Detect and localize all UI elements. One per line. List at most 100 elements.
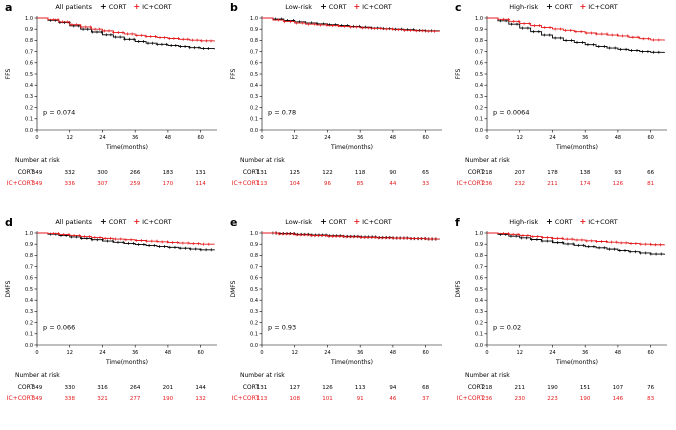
panel-a: a All patients + CORT + IC+CORT 0.0 0.1 0.2 0.3 0.… bbox=[1, 0, 226, 215]
risk-count: 190 bbox=[580, 396, 591, 402]
risk-count: 332 bbox=[64, 170, 75, 176]
risk-count: 201 bbox=[163, 385, 174, 391]
y-tick-label: 0.3 bbox=[475, 309, 483, 315]
risk-count: 277 bbox=[130, 396, 141, 402]
risk-count: 33 bbox=[422, 181, 429, 187]
risk-count: 131 bbox=[257, 385, 268, 391]
risk-count: 85 bbox=[357, 181, 364, 187]
risk-count: 81 bbox=[647, 181, 654, 187]
chart-title: High-risk bbox=[509, 3, 539, 11]
plus-censor-icon: + bbox=[100, 2, 107, 11]
plus-censor-icon: + bbox=[133, 2, 141, 11]
risk-table-header: Number at risk bbox=[240, 372, 285, 379]
y-tick-label: 0.3 bbox=[250, 309, 258, 315]
survival-plot: 0.0 0.1 0.2 0.3 0.4 0.5 0.6 0.7 0.8 0.9 1.0 0 12 24 36… bbox=[455, 16, 667, 187]
y-tick-label: 0.9 bbox=[250, 27, 258, 33]
y-tick-label: 1.0 bbox=[25, 231, 33, 237]
panel-d: d All patients + CORT + IC+CORT 0.0 0.1 0.2 0.3 0.… bbox=[1, 215, 226, 430]
risk-count: 316 bbox=[97, 385, 108, 391]
risk-row-label: CORT bbox=[18, 384, 35, 391]
risk-count: 108 bbox=[289, 396, 300, 402]
panel-header: Low-risk + CORT + IC+CORT bbox=[226, 217, 451, 227]
x-tick-label: 48 bbox=[390, 350, 396, 356]
risk-count: 126 bbox=[322, 385, 333, 391]
x-tick-label: 0 bbox=[485, 350, 488, 356]
y-tick-label: 0.6 bbox=[475, 61, 483, 67]
x-tick-label: 60 bbox=[422, 350, 428, 356]
y-tick-label: 0.6 bbox=[25, 276, 33, 282]
risk-row-label: CORT bbox=[18, 169, 35, 176]
y-tick-label: 0.7 bbox=[250, 264, 258, 270]
x-axis-title: Time(months) bbox=[105, 144, 148, 151]
x-tick-label: 0 bbox=[485, 135, 488, 141]
x-tick-label: 48 bbox=[165, 350, 171, 356]
risk-count: 349 bbox=[32, 181, 43, 187]
y-tick-label: 0.1 bbox=[250, 332, 258, 338]
y-tick-label: 0.7 bbox=[250, 49, 258, 55]
risk-count: 178 bbox=[547, 170, 558, 176]
risk-row-label: CORT bbox=[468, 384, 485, 391]
risk-count: 151 bbox=[580, 385, 591, 391]
risk-count: 114 bbox=[195, 181, 206, 187]
y-tick-label: 0.7 bbox=[25, 49, 33, 55]
y-tick-label: 0.2 bbox=[25, 320, 33, 326]
panel-header: High-risk + CORT + IC+CORT bbox=[451, 2, 676, 12]
risk-count: 307 bbox=[97, 181, 108, 187]
y-tick-label: 1.0 bbox=[25, 16, 33, 22]
risk-count: 300 bbox=[97, 170, 108, 176]
censor-marks-ic-cort bbox=[501, 17, 661, 42]
risk-row-label: IC+CORT bbox=[232, 395, 260, 402]
y-tick-label: 0.0 bbox=[475, 128, 483, 134]
legend-item-cort: + CORT bbox=[100, 217, 126, 227]
censor-marks-cort bbox=[499, 19, 661, 54]
x-tick-label: 0 bbox=[35, 135, 38, 141]
legend-label: IC+CORT bbox=[142, 218, 172, 226]
censor-marks-ic-cort bbox=[51, 232, 211, 246]
p-value: p = 0.02 bbox=[493, 323, 521, 331]
censor-marks-cort bbox=[49, 232, 213, 252]
x-tick-label: 36 bbox=[132, 135, 138, 141]
risk-count: 211 bbox=[547, 181, 558, 187]
plus-censor-icon: + bbox=[320, 217, 327, 226]
risk-row-label: CORT bbox=[243, 169, 260, 176]
censor-marks-ic-cort bbox=[51, 18, 213, 43]
p-value: p = 0.066 bbox=[43, 323, 75, 331]
x-tick-label: 12 bbox=[517, 135, 523, 141]
legend-label: IC+CORT bbox=[588, 218, 618, 226]
y-tick-label: 0.5 bbox=[25, 72, 33, 78]
risk-count: 46 bbox=[389, 396, 396, 402]
risk-table-header: Number at risk bbox=[15, 372, 60, 379]
plus-censor-icon: + bbox=[100, 217, 107, 226]
legend: + CORT + IC+CORT bbox=[546, 218, 618, 227]
risk-table-header: Number at risk bbox=[465, 372, 510, 379]
panel-letter: e bbox=[230, 216, 238, 229]
y-tick-label: 0.4 bbox=[25, 83, 33, 89]
risk-count: 183 bbox=[163, 170, 174, 176]
risk-count: 132 bbox=[195, 396, 206, 402]
censor-marks-cort bbox=[271, 231, 438, 241]
y-tick-label: 0.9 bbox=[475, 27, 483, 33]
survival-plot: 0.0 0.1 0.2 0.3 0.4 0.5 0.6 0.7 0.8 0.9 1.0 0 12 24 36… bbox=[455, 231, 667, 402]
x-tick-label: 36 bbox=[357, 135, 363, 141]
x-tick-label: 36 bbox=[132, 350, 138, 356]
x-tick-label: 48 bbox=[615, 135, 621, 141]
chart-title: All patients bbox=[55, 218, 92, 226]
panel-letter: d bbox=[5, 216, 13, 229]
risk-count: 336 bbox=[64, 181, 75, 187]
y-tick-label: 0.2 bbox=[250, 105, 258, 111]
risk-count: 190 bbox=[547, 385, 558, 391]
legend: + CORT + IC+CORT bbox=[546, 2, 618, 12]
legend: + CORT + IC+CORT bbox=[320, 217, 392, 227]
y-tick-label: 0.1 bbox=[475, 332, 483, 338]
x-tick-label: 12 bbox=[292, 135, 298, 141]
x-axis-title: Time(months) bbox=[555, 359, 598, 366]
y-tick-label: 0.2 bbox=[475, 320, 483, 326]
risk-count: 83 bbox=[647, 396, 654, 402]
plus-censor-icon: + bbox=[546, 2, 553, 11]
legend-label: IC+CORT bbox=[588, 3, 618, 11]
risk-table-header: Number at risk bbox=[465, 157, 510, 164]
y-axis-title: FFS bbox=[230, 69, 237, 80]
y-tick-label: 0.4 bbox=[475, 83, 483, 89]
risk-count: 349 bbox=[32, 385, 43, 391]
